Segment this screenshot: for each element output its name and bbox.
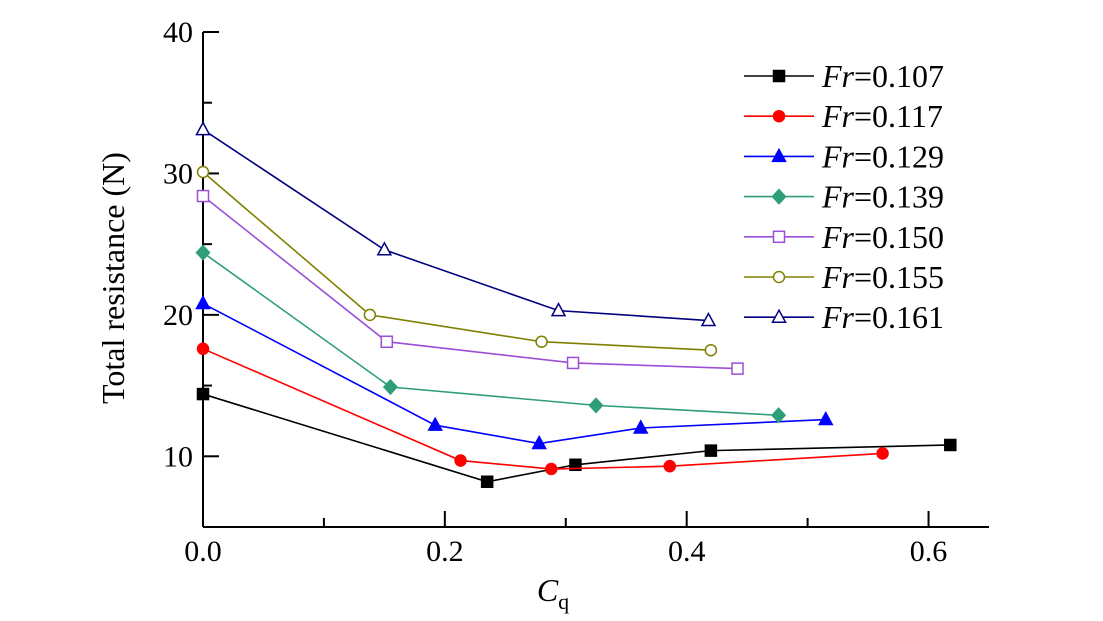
legend-item: Fr=0.117 xyxy=(744,98,943,134)
series-4 xyxy=(195,244,787,424)
legend-marker xyxy=(771,308,787,323)
data-point xyxy=(531,434,547,450)
series-7 xyxy=(195,121,717,327)
legend-label-value: =0.117 xyxy=(854,98,943,134)
data-point xyxy=(196,342,210,356)
legend-label: Fr=0.155 xyxy=(821,259,944,295)
series-layer xyxy=(195,121,957,488)
x-axis-title-sub: q xyxy=(558,589,569,614)
legend-label: Fr=0.107 xyxy=(821,58,944,94)
legend-label-value: =0.161 xyxy=(854,299,944,335)
data-point xyxy=(535,335,548,348)
series-line xyxy=(202,171,711,352)
y-axis-title: Total resistance (N) xyxy=(95,152,131,404)
data-point xyxy=(382,378,398,396)
legend-label-prefix: Fr xyxy=(821,58,855,94)
legend-label-value: =0.107 xyxy=(854,58,944,94)
legend-label: Fr=0.117 xyxy=(821,98,943,134)
legend-item: Fr=0.129 xyxy=(744,138,944,174)
legend-label-prefix: Fr xyxy=(821,299,855,335)
y-tick-label: 30 xyxy=(163,157,193,190)
legend-marker xyxy=(772,109,786,123)
axes: 0.0 0.2 0.4 0.6 10 20 30 40 xyxy=(163,16,989,568)
data-point xyxy=(376,241,393,256)
data-point xyxy=(427,416,443,431)
data-point xyxy=(704,444,718,457)
legend-marker xyxy=(772,230,786,244)
series-line xyxy=(202,128,709,322)
legend-marker xyxy=(771,188,787,205)
legend-label-value: =0.139 xyxy=(854,179,944,215)
legend-label-prefix: Fr xyxy=(821,138,855,174)
data-point xyxy=(876,447,889,460)
legend: Fr=0.107Fr=0.117Fr=0.129Fr=0.139Fr=0.150… xyxy=(744,58,944,335)
x-tick-label: 0.6 xyxy=(910,535,948,568)
series-5 xyxy=(196,189,744,375)
legend-marker xyxy=(772,270,786,284)
data-point xyxy=(545,462,558,476)
series-6 xyxy=(196,165,718,357)
series-line xyxy=(202,195,738,370)
x-axis-title: Cq xyxy=(537,572,569,614)
data-point xyxy=(196,387,210,401)
data-point xyxy=(704,343,718,357)
data-point xyxy=(771,407,787,424)
x-tick-label: 0.0 xyxy=(184,535,222,568)
legend-label-value: =0.129 xyxy=(854,138,944,174)
y-tick-label: 20 xyxy=(163,299,193,332)
series-3 xyxy=(195,294,834,450)
data-point xyxy=(195,244,211,261)
x-tick-label: 0.2 xyxy=(426,535,464,568)
data-point xyxy=(817,410,834,426)
series-2 xyxy=(196,342,889,476)
data-point xyxy=(731,362,744,375)
data-point xyxy=(196,165,210,179)
legend-marker xyxy=(771,147,787,163)
data-point xyxy=(550,302,567,317)
series-line xyxy=(202,348,883,470)
legend-item: Fr=0.107 xyxy=(744,58,944,94)
data-point xyxy=(195,121,211,136)
legend-label: Fr=0.139 xyxy=(821,179,944,215)
x-axis-title-main: C xyxy=(537,572,559,608)
data-point xyxy=(632,419,649,434)
data-point xyxy=(588,397,604,414)
legend-marker xyxy=(772,69,786,83)
legend-label-value: =0.155 xyxy=(854,259,944,295)
series-line xyxy=(202,251,779,417)
data-point xyxy=(196,189,210,203)
data-point xyxy=(195,294,211,310)
legend-label: Fr=0.129 xyxy=(821,138,944,174)
data-point xyxy=(363,308,377,322)
x-tick-label: 0.4 xyxy=(668,535,706,568)
legend-item: Fr=0.150 xyxy=(744,219,944,255)
data-point xyxy=(569,458,582,472)
data-point xyxy=(700,311,717,327)
legend-label: Fr=0.161 xyxy=(821,299,944,335)
legend-item: Fr=0.139 xyxy=(744,179,944,215)
legend-label-prefix: Fr xyxy=(821,259,855,295)
data-point xyxy=(380,335,394,348)
legend-label-prefix: Fr xyxy=(821,179,855,215)
data-point xyxy=(566,356,580,370)
data-point xyxy=(480,475,494,488)
legend-item: Fr=0.161 xyxy=(744,299,944,335)
legend-label: Fr=0.150 xyxy=(821,219,944,255)
data-point xyxy=(663,459,677,473)
legend-label-prefix: Fr xyxy=(821,98,855,134)
legend-label-value: =0.150 xyxy=(854,219,944,255)
legend-label-prefix: Fr xyxy=(821,219,855,255)
data-point xyxy=(454,454,467,467)
series-1 xyxy=(196,387,957,488)
data-point xyxy=(944,438,957,452)
y-tick-label: 40 xyxy=(163,16,193,49)
y-tick-label: 10 xyxy=(163,440,193,473)
legend-item: Fr=0.155 xyxy=(744,259,944,295)
